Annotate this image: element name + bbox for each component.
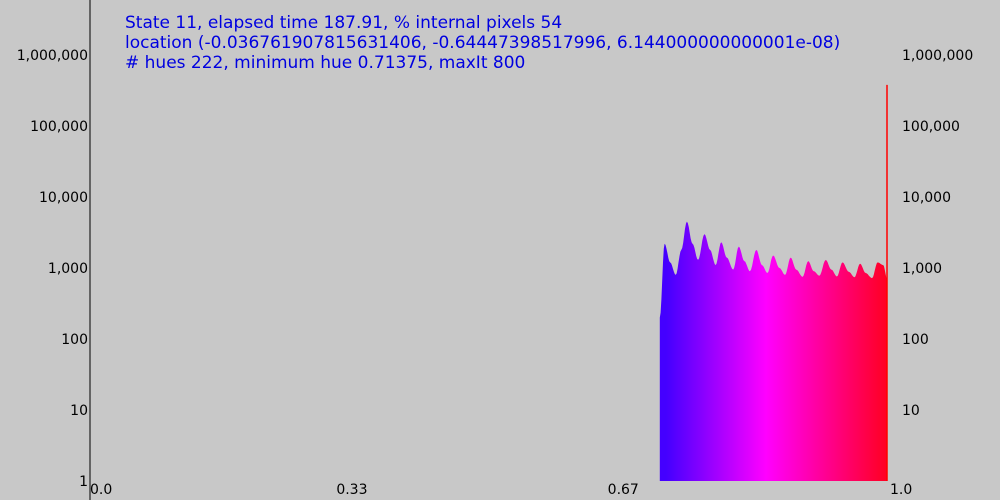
- y-tick-label-left: 100,000: [30, 119, 88, 135]
- x-tick-label: 1.0: [890, 482, 913, 498]
- y-tick-label-right: 1,000: [902, 261, 943, 277]
- hue-histogram-area: [659, 221, 888, 481]
- y-tick-label-right: 1,000,000: [902, 48, 974, 64]
- x-tick-label: 0.33: [336, 482, 368, 498]
- y-tick-label-right: 100,000: [902, 119, 960, 135]
- hues-info-text: # hues 222, minimum hue 0.71375, maxIt 8…: [125, 53, 526, 73]
- y-tick-label-left: 100: [61, 332, 88, 348]
- y-tick-label-left: 1: [79, 474, 88, 490]
- y-tick-label-left: 1,000,000: [16, 48, 88, 64]
- y-tick-label-left: 1,000: [47, 261, 88, 277]
- x-tick-label: 0.0: [90, 482, 113, 498]
- y-tick-label-right: 10,000: [902, 190, 951, 206]
- y-tick-label-right: 10: [902, 403, 920, 419]
- location-info-text: location (-0.036761907815631406, -0.6444…: [125, 33, 841, 53]
- y-tick-label-left: 10,000: [39, 190, 88, 206]
- x-tick-label: 0.67: [607, 482, 639, 498]
- y-tick-label-right: 100: [902, 332, 929, 348]
- y-tick-label-left: 10: [70, 403, 88, 419]
- state-info-text: State 11, elapsed time 187.91, % interna…: [125, 13, 563, 33]
